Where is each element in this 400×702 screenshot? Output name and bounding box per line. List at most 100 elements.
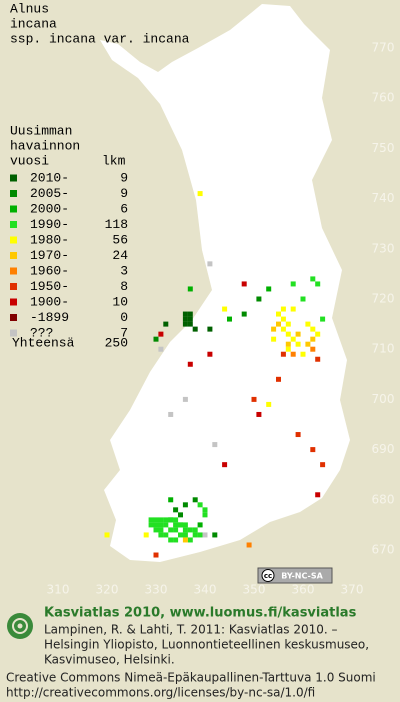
occurrence-square — [187, 527, 193, 533]
occurrence-square — [271, 326, 277, 332]
legend-label: 1960- — [30, 263, 69, 278]
legend-label: 1970- — [30, 248, 69, 263]
occurrence-square — [153, 522, 159, 528]
occurrence-square — [192, 532, 198, 538]
occurrence-square — [158, 331, 164, 337]
logo — [7, 613, 33, 639]
occurrence-square — [207, 351, 213, 357]
header-line: incana — [10, 16, 57, 31]
occurrence-square — [310, 276, 316, 282]
occurrence-square — [187, 311, 193, 317]
y-tick-label: 720 — [372, 292, 395, 306]
legend-label: ??? — [30, 325, 53, 340]
occurrence-square — [207, 326, 213, 332]
occurrence-square — [290, 281, 296, 287]
occurrence-square — [276, 311, 281, 317]
occurrence-square — [187, 286, 193, 292]
occurrence-square — [315, 331, 321, 337]
legend-header: Uusimman — [10, 123, 72, 138]
legend-count: 56 — [112, 232, 128, 247]
occurrence-square — [285, 346, 291, 352]
occurrence-square — [310, 336, 316, 342]
occurrence-square — [266, 401, 272, 407]
legend-count-header: lkm — [102, 153, 126, 168]
occurrence-square — [192, 326, 198, 332]
occurrence-square — [182, 532, 188, 538]
occurrence-square — [182, 316, 188, 322]
occurrence-square — [276, 321, 281, 327]
occurrence-square — [295, 341, 301, 347]
occurrence-square — [222, 306, 228, 312]
occurrence-square — [187, 361, 193, 367]
occurrence-square — [271, 336, 277, 342]
occurrence-square — [178, 522, 183, 528]
legend-label: 2010- — [30, 170, 69, 185]
header-line: Alnus — [10, 1, 49, 16]
y-tick-label: 670 — [372, 543, 395, 557]
occurrence-square — [153, 336, 159, 342]
occurrence-square — [300, 296, 306, 302]
occurrence-square — [310, 447, 316, 453]
legend-swatch — [10, 252, 17, 259]
occurrence-square — [182, 502, 188, 508]
legend-count: 3 — [120, 263, 128, 278]
citation-line: Kasvimuseo, Helsinki. — [44, 653, 175, 667]
occurrence-square — [192, 497, 198, 503]
y-tick-label: 690 — [372, 442, 395, 456]
occurrence-square — [178, 512, 183, 518]
occurrence-square — [158, 517, 164, 523]
legend-swatch — [10, 283, 17, 290]
legend-swatch — [10, 329, 17, 337]
occurrence-square — [173, 522, 179, 528]
x-tick-label: 320 — [96, 583, 119, 597]
y-tick-label: 750 — [372, 141, 395, 155]
occurrence-square — [187, 316, 193, 322]
legend-swatch — [10, 221, 17, 228]
license-line: http://creativecommons.org/licenses/by-n… — [6, 686, 315, 700]
legend-swatch — [10, 190, 17, 197]
occurrence-square — [168, 497, 174, 503]
occurrence-square — [187, 537, 193, 543]
occurrence-square — [173, 537, 179, 543]
occurrence-square — [295, 432, 301, 438]
occurrence-square — [197, 191, 203, 197]
occurrence-square — [285, 341, 291, 347]
occurrence-square — [305, 341, 311, 347]
legend-count: 7 — [120, 325, 128, 340]
footer-title: Kasviatlas 2010, www.luomus.fi/kasviatla… — [44, 606, 357, 621]
occurrence-square — [315, 281, 321, 287]
occurrence-square — [290, 351, 296, 357]
occurrence-square — [182, 537, 188, 543]
occurrence-square — [197, 522, 203, 528]
occurrence-square — [310, 326, 316, 332]
legend-label: 1980- — [30, 232, 69, 247]
legend-count: 8 — [120, 279, 128, 294]
occurrence-square — [153, 552, 159, 558]
occurrence-square — [280, 316, 286, 322]
occurrence-square — [315, 492, 321, 498]
occurrence-square — [256, 296, 262, 302]
x-tick-label: 370 — [341, 583, 364, 597]
occurrence-square — [163, 522, 169, 528]
occurrence-square — [256, 411, 262, 417]
occurrence-square — [285, 331, 291, 337]
occurrence-square — [187, 321, 193, 327]
legend-count: 24 — [112, 248, 128, 263]
occurrence-square — [300, 351, 306, 357]
header-line: ssp. incana var. incana — [10, 31, 190, 46]
finland-outline — [100, 4, 350, 562]
occurrence-square — [168, 527, 174, 533]
occurrence-square — [173, 517, 179, 523]
occurrence-square — [266, 286, 272, 292]
x-tick-label: 330 — [145, 583, 168, 597]
occurrence-square — [158, 346, 164, 352]
occurrence-square — [148, 517, 154, 523]
occurrence-square — [168, 411, 174, 417]
legend-label: 1900- — [30, 294, 69, 309]
y-tick-label: 680 — [372, 492, 395, 506]
y-tick-label: 760 — [372, 91, 395, 105]
occurrence-square — [153, 517, 159, 523]
occurrence-square — [182, 527, 188, 533]
occurrence-square — [143, 532, 149, 538]
legend-swatch — [10, 236, 17, 244]
